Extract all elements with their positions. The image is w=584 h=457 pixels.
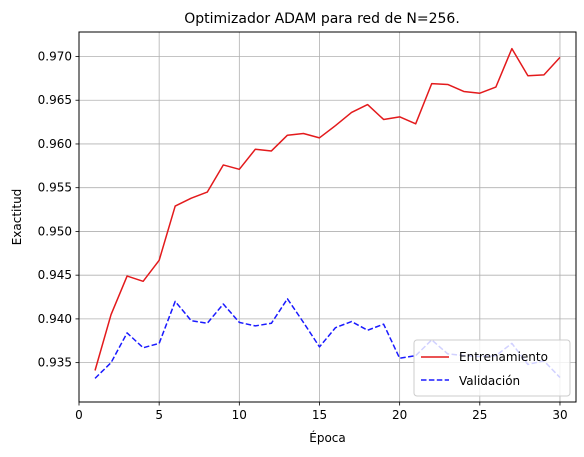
legend-box <box>413 339 571 397</box>
x-tick-label: 10 <box>232 408 247 422</box>
series-group <box>94 47 561 379</box>
series-line-entrenamiento <box>94 47 561 371</box>
y-tick-label: 0.940 <box>38 312 72 326</box>
x-axis-label: Época <box>309 430 346 445</box>
x-tick-label: 30 <box>552 408 567 422</box>
x-tick-label: 15 <box>312 408 327 422</box>
chart-title: Optimizador ADAM para red de N=256. <box>184 11 460 27</box>
y-tick-label: 0.945 <box>38 268 72 282</box>
y-tick-label: 0.935 <box>38 356 72 370</box>
x-axis-ticks: 0 5 10 15 20 25 30 <box>75 402 568 422</box>
y-tick-label: 0.960 <box>38 137 72 151</box>
x-tick-label: 20 <box>392 408 407 422</box>
y-tick-label: 0.970 <box>38 49 72 63</box>
x-tick-label: 25 <box>472 408 487 422</box>
grid-lines <box>78 32 576 402</box>
plot-frame <box>78 31 577 403</box>
y-axis-ticks: 0.935 0.940 0.945 0.950 0.955 0.960 0.965 0.970 <box>38 49 79 370</box>
y-tick-label: 0.950 <box>38 224 72 238</box>
legend-label-validacion: Validación <box>459 374 520 388</box>
y-tick-label: 0.965 <box>38 93 72 107</box>
y-tick-label: 0.955 <box>38 181 72 195</box>
x-tick-label: 0 <box>75 408 83 422</box>
legend-label-entrenamiento: Entrenamiento <box>459 350 548 364</box>
y-axis-label: Exactitud <box>10 189 24 246</box>
legend: Entrenamiento Validación <box>413 339 571 397</box>
x-tick-label: 5 <box>155 408 163 422</box>
